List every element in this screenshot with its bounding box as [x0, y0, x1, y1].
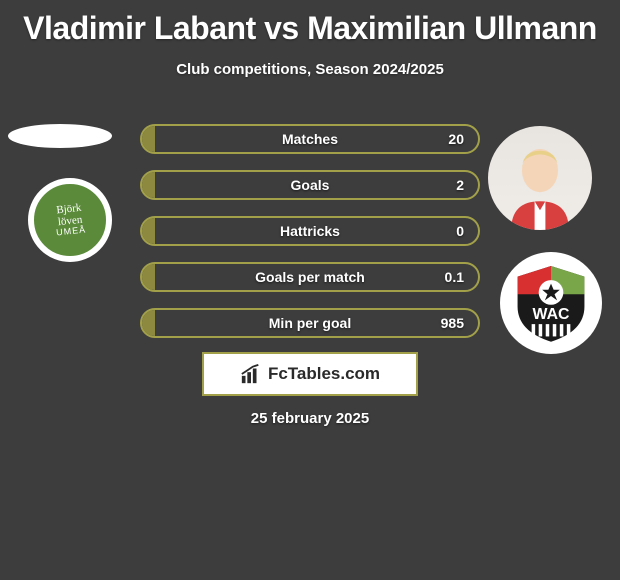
stat-bar-fill — [142, 264, 155, 290]
club-right-badge: WAC — [500, 252, 602, 354]
stat-value: 0.1 — [445, 269, 464, 285]
player-right-avatar — [488, 126, 592, 230]
badge-line: UMEÅ — [56, 226, 87, 239]
stat-bar-fill — [142, 218, 155, 244]
stat-bar-fill — [142, 126, 155, 152]
person-icon — [495, 140, 585, 230]
stat-bar-fill — [142, 310, 155, 336]
chart-icon — [240, 363, 262, 385]
stat-label: Matches — [282, 131, 338, 147]
page-title: Vladimir Labant vs Maximilian Ullmann — [0, 0, 620, 47]
stat-label: Min per goal — [269, 315, 351, 331]
stat-value: 0 — [456, 223, 464, 239]
stat-bar: Matches 20 — [140, 124, 480, 154]
club-right-badge-text: WAC — [533, 306, 570, 323]
stats-container: Matches 20 Goals 2 Hattricks 0 Goals per match… — [140, 124, 480, 354]
club-left-badge-text: Björk löven UMEÅ — [53, 201, 86, 238]
player-left-avatar — [8, 124, 112, 148]
stat-label: Goals — [291, 177, 330, 193]
stat-value: 20 — [448, 131, 464, 147]
subtitle: Club competitions, Season 2024/2025 — [0, 61, 620, 78]
stat-bar: Min per goal 985 — [140, 308, 480, 338]
stat-value: 985 — [441, 315, 464, 331]
stat-label: Goals per match — [255, 269, 365, 285]
stat-label: Hattricks — [280, 223, 340, 239]
brand-text: FcTables.com — [268, 364, 380, 384]
brand-badge: FcTables.com — [202, 352, 418, 396]
footer-date: 25 february 2025 — [0, 410, 620, 427]
stat-bar: Goals 2 — [140, 170, 480, 200]
club-left-badge: Björk löven UMEÅ — [28, 178, 112, 262]
shield-icon: WAC — [507, 259, 595, 347]
stat-bar-fill — [142, 172, 155, 198]
stat-value: 2 — [456, 177, 464, 193]
stat-bar: Goals per match 0.1 — [140, 262, 480, 292]
stat-bar: Hattricks 0 — [140, 216, 480, 246]
